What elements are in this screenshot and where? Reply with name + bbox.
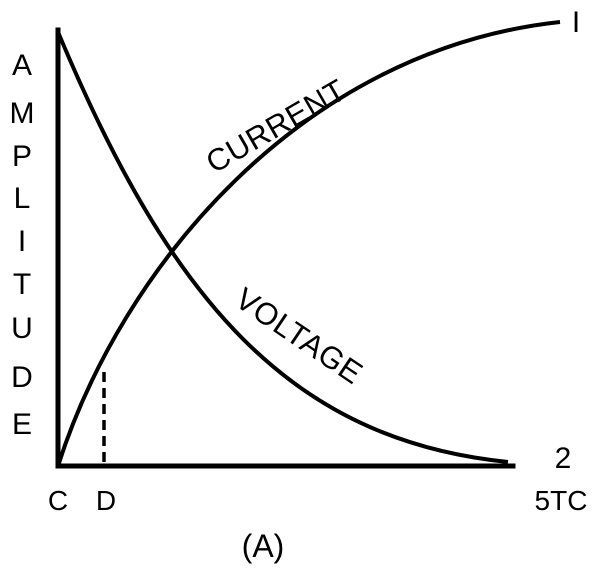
y-axis-letter: I [18, 225, 26, 258]
current-curve-label: CURRENT [200, 72, 352, 180]
voltage-curve [56, 31, 509, 464]
y-axis-letter: L [14, 182, 31, 215]
y-axis-letter: T [13, 268, 31, 301]
y-axis-letter: U [11, 312, 33, 345]
y-axis-letter: M [10, 97, 35, 130]
x-axis-end-label: 5TC [535, 485, 588, 516]
y-axis-letter: A [12, 49, 32, 82]
current-curve-end-number: I [572, 6, 580, 39]
y-axis-label: A M P L I T U D E [10, 49, 35, 441]
voltage-curve-end-number: 2 [555, 442, 572, 475]
current-curve [56, 20, 561, 467]
x-axis-marker-label: D [96, 485, 116, 516]
y-axis-letter: D [11, 361, 33, 394]
x-axis-origin-label: C [48, 485, 68, 516]
voltage-curve-label: VOLTAGE [229, 281, 369, 391]
figure-caption: (A) [242, 528, 285, 564]
y-axis-letter: E [12, 408, 32, 441]
y-axis-letter: P [12, 140, 32, 173]
